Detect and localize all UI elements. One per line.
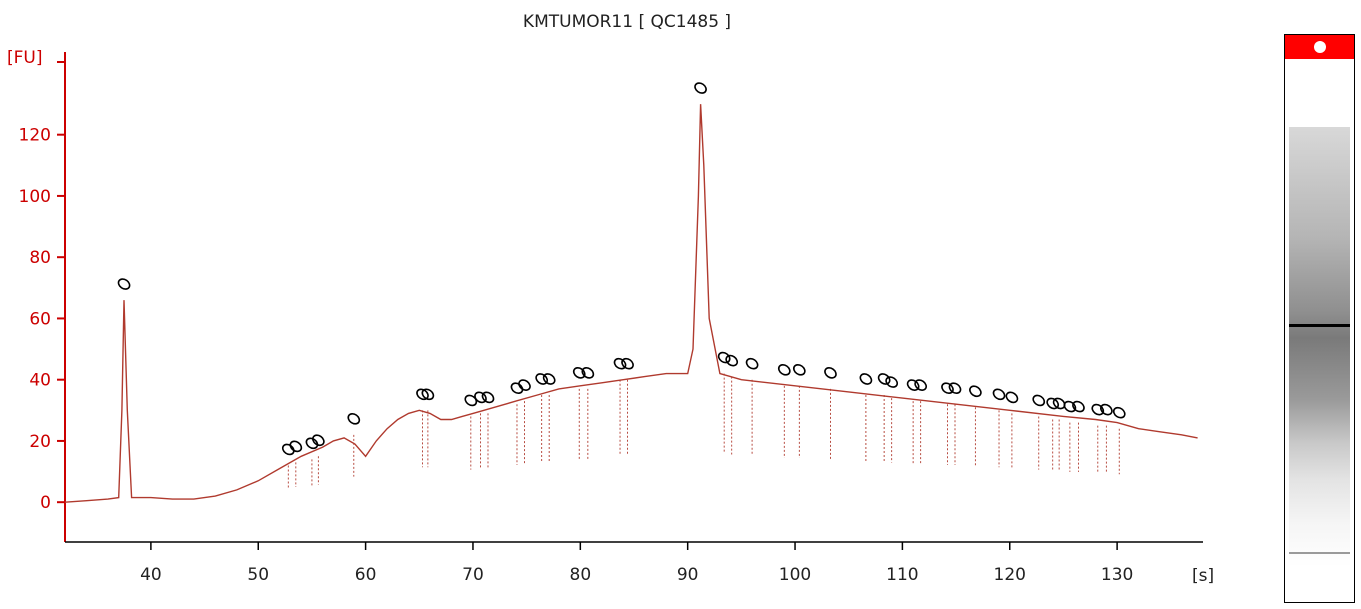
gel-main-band xyxy=(1289,324,1350,327)
peak-marker xyxy=(421,388,435,401)
peak-marker xyxy=(464,394,478,407)
axes: 0 20 40 60 80 100 120 40 50 60 70 80 90 100 110 120 130 xyxy=(19,52,1203,585)
x-axis-label: [s] xyxy=(1192,566,1214,586)
gel-lower-band xyxy=(1289,552,1350,554)
peak-marker xyxy=(717,351,731,364)
peak-marker xyxy=(416,388,429,401)
peak-marker xyxy=(694,82,707,94)
peak-marker xyxy=(885,376,899,388)
gel-smear xyxy=(1289,127,1350,567)
x-tick-label: 40 xyxy=(140,565,162,585)
peak-marker xyxy=(877,373,891,385)
peak-marker xyxy=(312,434,325,447)
x-tick-label: 70 xyxy=(462,565,484,585)
y-tick-label: 80 xyxy=(29,248,51,268)
x-tick-label: 90 xyxy=(677,565,699,585)
peak-marker xyxy=(859,373,873,385)
peak-marker xyxy=(117,278,131,290)
peak-marker xyxy=(725,354,739,367)
trace-group xyxy=(64,104,1198,503)
peak-marker xyxy=(481,391,495,404)
x-tick-label: 60 xyxy=(355,565,377,585)
y-tick-label: 40 xyxy=(29,371,51,391)
peak-marker xyxy=(824,367,837,379)
peak-marker xyxy=(777,363,791,376)
peak-marker xyxy=(1072,400,1085,413)
y-tick-label: 20 xyxy=(29,432,51,452)
x-tick-label: 130 xyxy=(1101,565,1133,585)
x-tick-label: 80 xyxy=(570,565,592,585)
peak-marker xyxy=(518,379,531,391)
peak-drop-lines xyxy=(287,373,1120,489)
peak-marker xyxy=(969,385,982,398)
peak-marker xyxy=(992,388,1006,401)
x-tick-label: 120 xyxy=(994,565,1026,585)
electropherogram-chart: KMTUMOR11 [ QC1485 ] [FU] [s] 0 20 40 60 80 1… xyxy=(7,12,1214,586)
y-tick-label: 120 xyxy=(19,126,51,146)
peak-marker xyxy=(1005,391,1019,404)
gel-marker-dot xyxy=(1314,41,1326,53)
gel-marker-band xyxy=(1285,35,1354,59)
x-tick-label: 100 xyxy=(779,565,811,585)
peak-marker xyxy=(1032,394,1046,407)
chart-title: KMTUMOR11 [ QC1485 ] xyxy=(523,12,731,32)
peak-marker xyxy=(621,357,634,370)
peak-marker xyxy=(305,437,319,450)
peak-marker xyxy=(745,357,759,370)
peak-marker xyxy=(1112,406,1126,419)
peak-marker xyxy=(289,440,303,453)
peak-marker xyxy=(792,363,806,376)
x-tick-label: 50 xyxy=(247,565,269,585)
x-tick-label: 110 xyxy=(886,565,918,585)
signal-trace xyxy=(64,104,1198,503)
peak-marker xyxy=(948,382,962,395)
gel-lane xyxy=(1284,34,1355,603)
y-tick-label: 100 xyxy=(19,187,51,207)
peak-marker xyxy=(581,367,595,379)
peak-marker xyxy=(914,379,927,391)
peak-marker xyxy=(347,412,361,425)
peak-marker xyxy=(542,373,556,385)
peak-markers xyxy=(117,82,1126,456)
y-tick-label: 0 xyxy=(40,493,51,513)
peak-marker xyxy=(1100,403,1113,416)
y-axis-label: [FU] xyxy=(7,48,43,68)
y-tick-label: 60 xyxy=(29,309,51,329)
